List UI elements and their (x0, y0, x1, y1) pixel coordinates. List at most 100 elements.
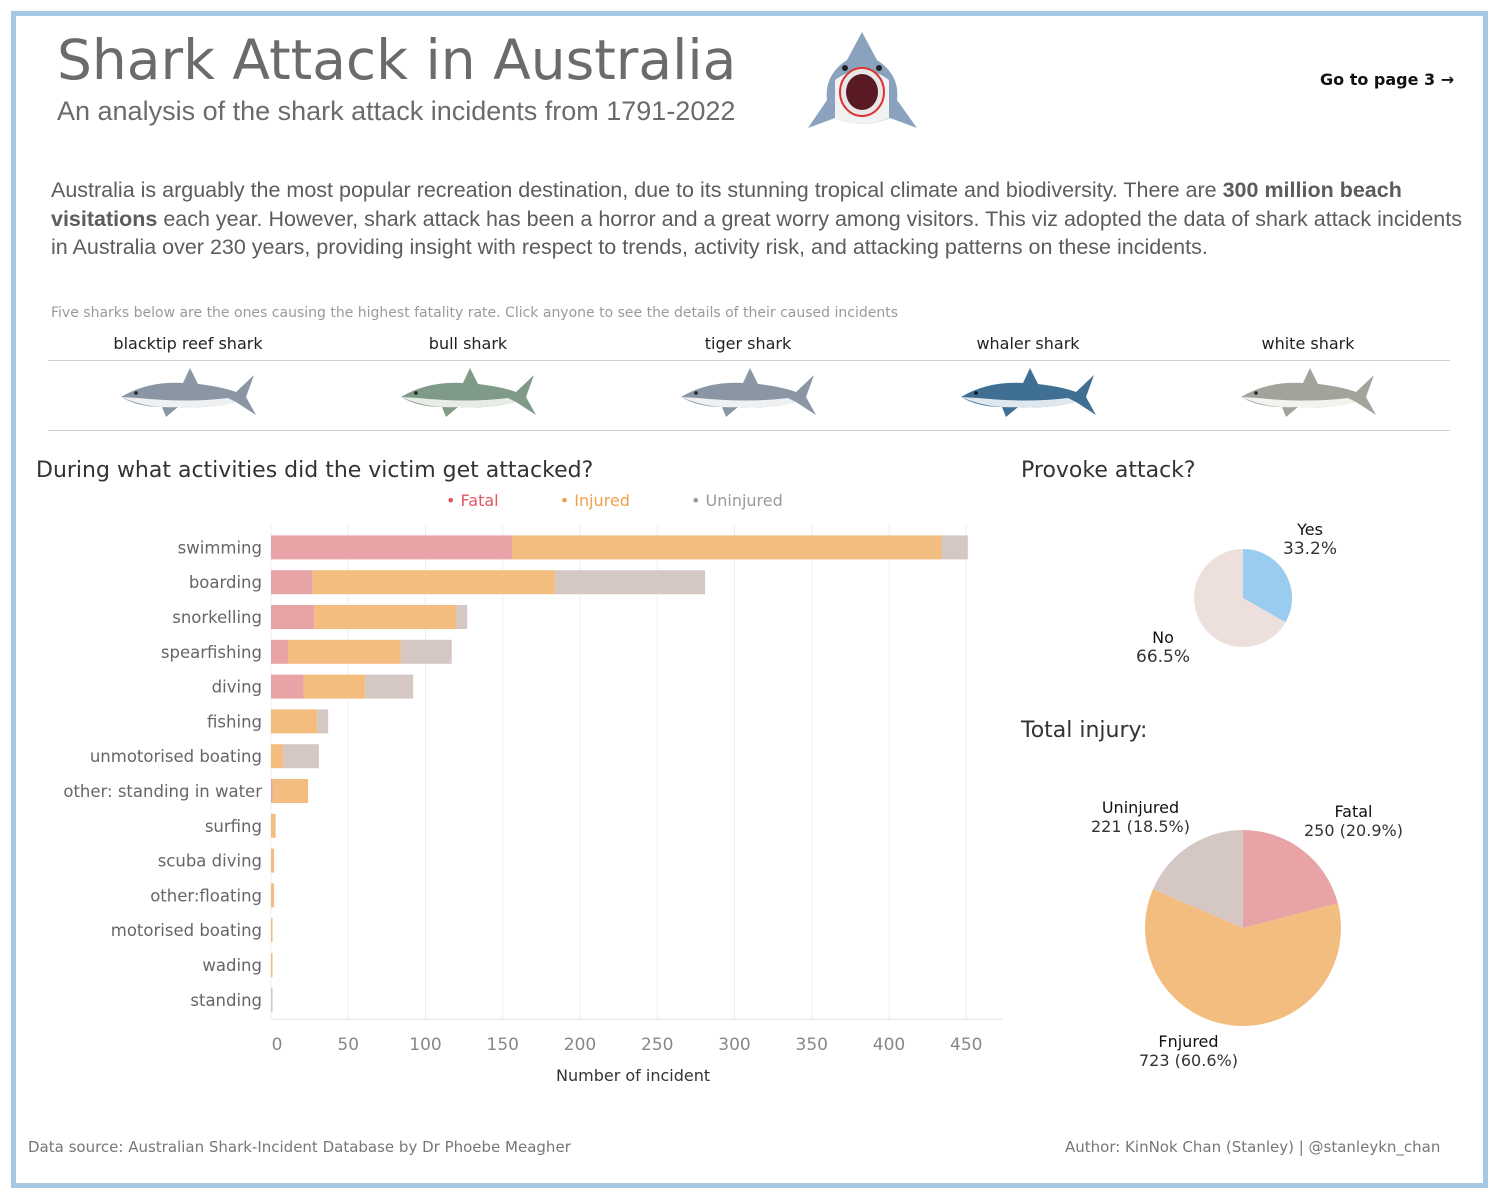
bar-injured[interactable] (271, 918, 273, 943)
pie-slice-fnjured[interactable] (1145, 889, 1341, 1026)
provoke-pie-chart (1194, 549, 1292, 647)
intro-text-2: each year. However, shark attack has bee… (51, 206, 1462, 260)
pie-slice-uninjured[interactable] (1153, 830, 1243, 928)
pie-label-yes-name: Yes (1297, 520, 1323, 539)
y-tick-label: boarding (189, 573, 262, 592)
activity-bar-chart: 0 50 100 150 200 250 300 350 400 450 swimming board… (63, 525, 1003, 1055)
legend-uninjured-label: Uninjured (705, 491, 783, 510)
y-tick-label: swimming (178, 538, 262, 557)
bar-injured[interactable] (271, 848, 275, 873)
x-tick-label: 50 (337, 1035, 359, 1055)
bar-injured[interactable] (312, 570, 556, 595)
page-title: Shark Attack in Australia (57, 28, 737, 92)
x-tick-label: 200 (564, 1035, 596, 1055)
tiger-shark-icon (681, 368, 816, 417)
shark-card-white[interactable]: white shark (1208, 334, 1408, 420)
y-tick-label: snorkelling (172, 608, 262, 627)
pie-slice-fatal[interactable] (1243, 830, 1338, 928)
author-note: Author: KinNok Chan (Stanley) | @stanley… (1065, 1138, 1441, 1156)
bar-fatal[interactable] (271, 779, 273, 803)
legend-fatal[interactable]: • Fatal (446, 491, 499, 510)
shark-name: whaler shark (976, 334, 1080, 353)
bar-uninjured[interactable] (317, 709, 329, 734)
bar-injured[interactable] (271, 744, 284, 769)
bar-injured[interactable] (271, 813, 276, 838)
y-tick-label: scuba diving (158, 852, 262, 871)
intro-text-1: Australia is arguably the most popular r… (51, 178, 1223, 202)
bar-uninjured[interactable] (400, 639, 452, 664)
pie-slice-no[interactable] (1194, 549, 1286, 647)
y-tick-label: fishing (207, 712, 262, 731)
pie-label-injured: Fnjured 723 (60.6%) (1139, 1032, 1238, 1070)
bar-fatal[interactable] (271, 535, 513, 560)
whaler-shark-icon (961, 368, 1096, 417)
x-tick-label: 300 (718, 1035, 750, 1055)
y-tick-label: spearfishing (161, 643, 262, 662)
y-tick-label: surfing (205, 817, 262, 836)
shark-name: bull shark (428, 334, 508, 353)
bar-fatal[interactable] (271, 570, 313, 595)
shark-mouth-open-icon (808, 32, 917, 128)
intro-highlight: 300 million beach visitations (51, 178, 1402, 231)
bar-injured[interactable] (271, 883, 275, 908)
white-shark-icon (1241, 368, 1376, 417)
bar-uninjured[interactable] (365, 674, 414, 699)
activity-chart-title: During what activities did the victim ge… (36, 458, 594, 483)
x-axis-label: Number of incident (556, 1066, 711, 1085)
divider (48, 430, 1450, 431)
bar-fatal[interactable] (271, 639, 288, 664)
pie-label-uninjured: Uninjured 221 (18.5%) (1091, 798, 1190, 836)
x-tick-label: 0 (272, 1035, 283, 1055)
injury-chart-title: Total injury: (1021, 718, 1148, 743)
bar-injured[interactable] (314, 605, 457, 629)
activity-legend: • Fatal • Injured • Uninjured (446, 491, 839, 510)
bar-fatal[interactable] (271, 605, 315, 629)
pie-label-no: No 66.5% (1136, 628, 1190, 667)
x-tick-label: 250 (641, 1035, 673, 1055)
x-tick-label: 150 (487, 1035, 519, 1055)
legend-fatal-label: Fatal (460, 491, 499, 510)
shark-name: blacktip reef shark (113, 334, 263, 353)
shark-selector-hint: Five sharks below are the ones causing t… (51, 305, 899, 321)
bar-injured[interactable] (303, 674, 366, 699)
shark-card-tiger[interactable]: tiger shark (648, 334, 848, 420)
pie-label-injured-name: Fnjured (1158, 1032, 1219, 1051)
bar-injured[interactable] (271, 953, 273, 977)
bar-uninjured[interactable] (456, 605, 468, 629)
pie-slice-yes[interactable] (1243, 549, 1292, 623)
y-tick-label: standing (190, 991, 262, 1010)
pie-label-no-name: No (1152, 628, 1174, 647)
bar-injured[interactable] (271, 709, 318, 734)
shark-name: tiger shark (704, 334, 792, 353)
shark-card-bull[interactable]: bull shark (368, 334, 568, 420)
pie-label-no-value: 66.5% (1136, 647, 1191, 667)
shark-card-whaler[interactable]: whaler shark (928, 334, 1128, 420)
shark-card-blacktip-reef[interactable]: blacktip reef shark (88, 334, 288, 420)
y-tick-label: unmotorised boating (90, 747, 262, 766)
blacktip-reef-shark-icon (121, 368, 256, 417)
x-tick-label: 400 (873, 1035, 905, 1055)
y-tick-label: other: standing in water (63, 782, 262, 801)
legend-uninjured[interactable]: • Uninjured (690, 491, 783, 510)
bar-injured[interactable] (287, 639, 401, 664)
bar-uninjured[interactable] (941, 535, 968, 560)
pie-label-yes: Yes 33.2% (1283, 520, 1337, 559)
injury-pie-chart (1145, 830, 1341, 1026)
dashboard-frame (11, 11, 1488, 1188)
bar-uninjured[interactable] (271, 987, 273, 1012)
bar-uninjured[interactable] (283, 744, 319, 769)
y-tick-label: wading (202, 956, 262, 975)
x-tick-label: 450 (950, 1035, 982, 1055)
bar-injured[interactable] (272, 779, 309, 803)
legend-injured-label: Injured (574, 491, 630, 510)
bar-uninjured[interactable] (555, 570, 706, 595)
bar-injured[interactable] (512, 535, 942, 560)
pie-label-fatal-name: Fatal (1334, 802, 1373, 821)
legend-injured[interactable]: • Injured (559, 491, 630, 510)
provoke-chart-title: Provoke attack? (1021, 458, 1196, 483)
bar-fatal[interactable] (271, 674, 304, 699)
goto-page-3-link[interactable]: Go to page 3 → (1320, 70, 1455, 89)
pie-label-fatal-value: 250 (20.9%) (1304, 821, 1403, 840)
page-subtitle: An analysis of the shark attack incident… (57, 96, 736, 126)
pie-label-uninjured-name: Uninjured (1101, 798, 1180, 817)
